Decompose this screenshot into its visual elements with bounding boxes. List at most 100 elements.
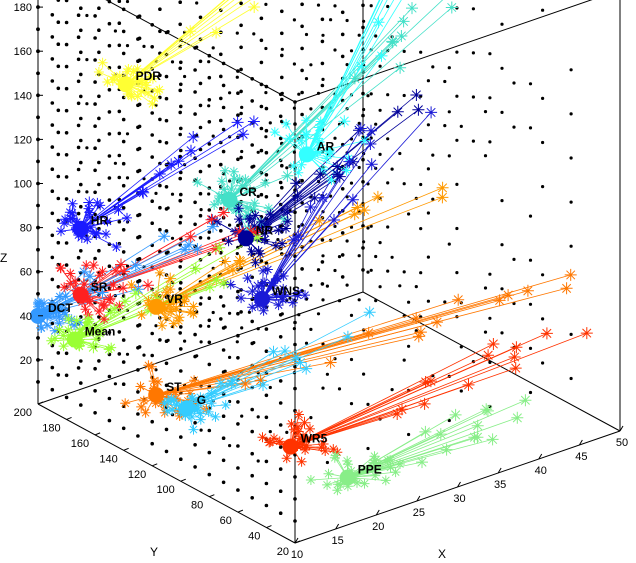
- cluster-link: [290, 343, 494, 447]
- cluster-point: [248, 220, 261, 232]
- grid-point: [207, 324, 211, 328]
- cluster-point: [391, 408, 404, 420]
- grid-point: [136, 257, 140, 262]
- cluster-labels: PDR CR AR NR HR SR VR WNS DCT Mean ST G WR5 PPE: [48, 69, 382, 476]
- grid-point: [309, 327, 313, 331]
- grid-point: [207, 236, 211, 240]
- grid-point: [79, 138, 83, 143]
- cluster-point: [87, 341, 100, 354]
- cluster-point: [64, 207, 75, 218]
- x-tick-label: 15: [331, 535, 343, 547]
- cluster-point: [210, 411, 221, 422]
- cluster-point: [109, 72, 120, 82]
- grid-point: [292, 18, 296, 22]
- grid-point: [193, 465, 197, 469]
- grid-point: [309, 416, 313, 420]
- cluster-point: [233, 225, 246, 238]
- grid-point: [278, 511, 283, 515]
- cluster-point: [278, 283, 289, 294]
- grid-point: [179, 170, 183, 175]
- cluster-point: [277, 238, 288, 249]
- grid-point: [278, 423, 283, 427]
- cluster-point: [348, 208, 361, 221]
- grid-point: [292, 150, 296, 154]
- cluster-point: [188, 424, 199, 435]
- cluster-label: VR: [166, 292, 183, 306]
- cluster-point: [286, 418, 297, 429]
- grid-point: [107, 21, 112, 26]
- cluster-point: [425, 106, 438, 119]
- cluster-point: [269, 127, 280, 138]
- cluster-label: PDR: [136, 69, 162, 83]
- grid-point: [398, 151, 402, 156]
- grid-point: [362, 372, 366, 376]
- grid-point: [107, 374, 112, 379]
- grid-point: [320, 61, 325, 66]
- grid-point: [407, 212, 411, 216]
- grid-point: [178, 177, 182, 181]
- cluster-point: [205, 387, 218, 400]
- cluster-point: [36, 323, 47, 333]
- grid-point: [64, 64, 69, 69]
- cluster-point: [136, 86, 147, 97]
- grid-point: [207, 318, 212, 323]
- grid-point: [117, 153, 122, 158]
- cluster-label: G: [197, 393, 206, 407]
- cluster-point: [142, 300, 153, 311]
- grid-point: [541, 8, 545, 12]
- grid-point: [300, 46, 304, 51]
- grid-point: [488, 96, 492, 100]
- x-tick-label: 10: [291, 549, 303, 561]
- cluster-point: [93, 67, 104, 77]
- cluster-link: [290, 346, 517, 447]
- cluster-point: [471, 431, 484, 444]
- grid-point: [136, 390, 140, 394]
- y-tick-label: 180: [42, 422, 60, 434]
- grid-point: [85, 13, 89, 18]
- grid-point: [443, 300, 447, 304]
- cluster-point: [203, 281, 216, 293]
- cluster-point: [343, 155, 356, 168]
- grid-point: [193, 112, 197, 116]
- grid-point: [250, 407, 254, 412]
- grid-point: [264, 46, 268, 51]
- cluster-point: [213, 196, 223, 206]
- grid-point: [488, 140, 492, 144]
- cluster-point: [114, 300, 125, 311]
- grid-point: [309, 107, 313, 111]
- cluster-point: [129, 259, 142, 272]
- grid-point: [471, 95, 475, 99]
- grid-point: [97, 50, 101, 55]
- grid-point: [76, 57, 81, 62]
- cluster-point: [519, 394, 532, 407]
- cluster-point: [363, 306, 376, 319]
- cluster-link: [347, 431, 426, 478]
- grid-point: [211, 46, 215, 50]
- x-tick-mark: [578, 439, 583, 446]
- grid-point: [309, 283, 313, 287]
- grid-point: [56, 20, 61, 25]
- grid-point: [56, 373, 61, 377]
- grid-point: [297, 92, 301, 96]
- grid-point: [329, 194, 333, 198]
- cluster-point: [316, 442, 327, 453]
- cluster-point: [228, 166, 239, 177]
- grid-point: [250, 496, 254, 500]
- cluster-point: [330, 450, 341, 461]
- grid-point: [195, 354, 199, 358]
- grid-point: [349, 181, 354, 185]
- grid-point: [455, 50, 459, 54]
- grid-point: [170, 192, 175, 196]
- grid-point: [117, 0, 122, 3]
- grid-point: [85, 58, 89, 62]
- grid-point: [158, 7, 162, 11]
- grid-point: [292, 327, 296, 331]
- grid-point: [97, 138, 101, 143]
- grid-point: [235, 31, 239, 35]
- grid-point: [223, 369, 227, 373]
- grid-point: [138, 279, 142, 283]
- grid-point: [349, 313, 354, 317]
- grid-point: [117, 131, 122, 136]
- cluster-point: [126, 91, 137, 102]
- grid-point: [117, 109, 122, 114]
